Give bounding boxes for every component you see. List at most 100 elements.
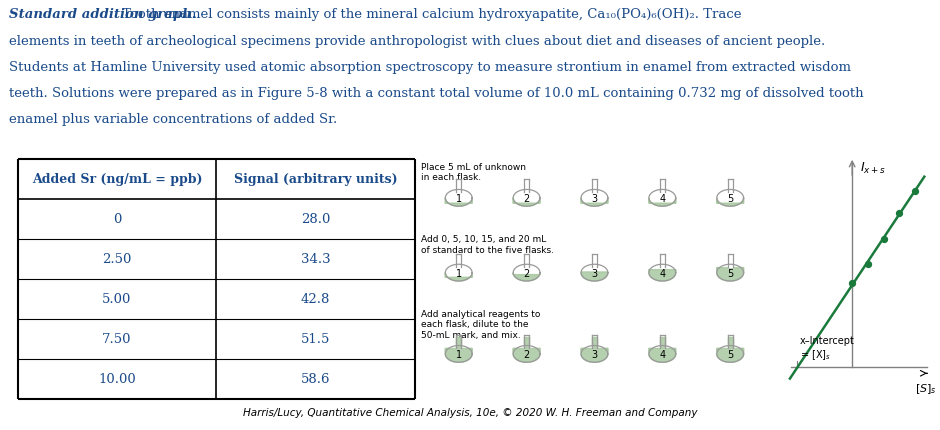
Text: 2: 2 bbox=[524, 350, 530, 360]
Text: 4: 4 bbox=[659, 269, 666, 279]
Text: 2: 2 bbox=[524, 269, 530, 279]
Polygon shape bbox=[456, 335, 462, 348]
Polygon shape bbox=[717, 348, 744, 362]
Polygon shape bbox=[728, 179, 733, 192]
Polygon shape bbox=[728, 254, 733, 267]
Polygon shape bbox=[581, 346, 608, 362]
Text: $I_{x+s}$: $I_{x+s}$ bbox=[860, 161, 885, 176]
Text: 34.3: 34.3 bbox=[301, 252, 330, 266]
Polygon shape bbox=[524, 179, 529, 192]
Text: 28.0: 28.0 bbox=[301, 212, 330, 226]
Polygon shape bbox=[446, 198, 472, 206]
Text: 1: 1 bbox=[456, 194, 462, 204]
Text: Added Sr (ng/mL = ppb): Added Sr (ng/mL = ppb) bbox=[32, 172, 202, 186]
Text: Add analytical reagents to
each flask, dilute to the
50-mL mark, and mix.: Add analytical reagents to each flask, d… bbox=[421, 310, 540, 340]
Polygon shape bbox=[649, 348, 676, 362]
Polygon shape bbox=[456, 179, 462, 192]
Polygon shape bbox=[717, 264, 744, 281]
Polygon shape bbox=[717, 198, 744, 206]
Text: 2.50: 2.50 bbox=[102, 252, 132, 266]
Polygon shape bbox=[513, 198, 540, 206]
Text: Add 0, 5, 10, 15, and 20 mL
of standard to the five flasks.: Add 0, 5, 10, 15, and 20 mL of standard … bbox=[421, 235, 555, 255]
Polygon shape bbox=[649, 270, 676, 281]
Text: 51.5: 51.5 bbox=[301, 332, 330, 346]
Text: 1: 1 bbox=[456, 350, 462, 360]
Polygon shape bbox=[728, 337, 733, 348]
Polygon shape bbox=[513, 198, 540, 206]
Polygon shape bbox=[649, 198, 676, 206]
Text: Harris/Lucy, Quantitative Chemical Analysis, 10e, © 2020 W. H. Freeman and Compa: Harris/Lucy, Quantitative Chemical Analy… bbox=[243, 408, 697, 418]
Polygon shape bbox=[592, 337, 597, 348]
Text: Signal (arbitrary units): Signal (arbitrary units) bbox=[234, 172, 398, 186]
Polygon shape bbox=[446, 273, 472, 281]
Text: 4: 4 bbox=[659, 194, 666, 204]
Polygon shape bbox=[649, 348, 676, 362]
Text: 5: 5 bbox=[727, 194, 733, 204]
Polygon shape bbox=[581, 272, 608, 281]
Text: 5: 5 bbox=[727, 350, 733, 360]
Polygon shape bbox=[660, 337, 665, 348]
Text: 5: 5 bbox=[727, 269, 733, 279]
Polygon shape bbox=[524, 335, 529, 348]
Polygon shape bbox=[524, 337, 529, 348]
Polygon shape bbox=[456, 337, 462, 348]
Polygon shape bbox=[456, 254, 462, 267]
Polygon shape bbox=[581, 198, 608, 206]
Polygon shape bbox=[446, 198, 472, 206]
Polygon shape bbox=[446, 348, 472, 362]
Text: 1: 1 bbox=[456, 269, 462, 279]
Text: 58.6: 58.6 bbox=[301, 372, 330, 386]
Polygon shape bbox=[649, 264, 676, 281]
Text: enamel plus variable concentrations of added Sr.: enamel plus variable concentrations of a… bbox=[9, 113, 337, 126]
Polygon shape bbox=[446, 264, 472, 281]
Polygon shape bbox=[446, 273, 472, 281]
Polygon shape bbox=[581, 272, 608, 281]
Polygon shape bbox=[728, 335, 733, 348]
Text: Students at Hamline University used atomic absorption spectroscopy to measure st: Students at Hamline University used atom… bbox=[9, 61, 852, 74]
Text: Standard addition graph.: Standard addition graph. bbox=[9, 9, 196, 22]
Polygon shape bbox=[524, 254, 529, 267]
Polygon shape bbox=[592, 254, 597, 267]
Point bbox=[845, 280, 860, 286]
Polygon shape bbox=[717, 348, 744, 362]
Polygon shape bbox=[581, 264, 608, 281]
Point bbox=[860, 261, 875, 267]
Polygon shape bbox=[513, 348, 540, 362]
Text: teeth. Solutions were prepared as in Figure 5-8 with a constant total volume of : teeth. Solutions were prepared as in Fig… bbox=[9, 87, 864, 100]
Polygon shape bbox=[592, 179, 597, 192]
Text: $[S]_s$: $[S]_s$ bbox=[916, 382, 937, 396]
Polygon shape bbox=[660, 337, 665, 348]
Polygon shape bbox=[728, 337, 733, 348]
Polygon shape bbox=[581, 198, 608, 206]
Polygon shape bbox=[446, 346, 472, 362]
Text: 3: 3 bbox=[591, 350, 598, 360]
Point bbox=[892, 209, 907, 216]
Point bbox=[907, 188, 922, 195]
Polygon shape bbox=[660, 335, 665, 348]
Polygon shape bbox=[524, 337, 529, 348]
Polygon shape bbox=[660, 254, 665, 267]
Point bbox=[876, 235, 891, 242]
Polygon shape bbox=[717, 190, 744, 206]
Polygon shape bbox=[513, 273, 540, 281]
Polygon shape bbox=[581, 348, 608, 362]
Polygon shape bbox=[513, 264, 540, 281]
Text: x–Intercept
= [X]$_s$: x–Intercept = [X]$_s$ bbox=[800, 336, 854, 362]
Text: 4: 4 bbox=[659, 350, 666, 360]
Text: 10.00: 10.00 bbox=[98, 372, 135, 386]
Polygon shape bbox=[513, 273, 540, 281]
Text: 42.8: 42.8 bbox=[301, 292, 330, 306]
Text: 5.00: 5.00 bbox=[102, 292, 132, 306]
Polygon shape bbox=[581, 348, 608, 362]
Polygon shape bbox=[592, 337, 597, 348]
Text: elements in teeth of archeological specimens provide anthropologist with clues a: elements in teeth of archeological speci… bbox=[9, 34, 825, 48]
Polygon shape bbox=[717, 198, 744, 206]
Polygon shape bbox=[581, 190, 608, 206]
Polygon shape bbox=[717, 346, 744, 362]
Polygon shape bbox=[513, 346, 540, 362]
Text: Place 5 mL of unknown
in each flask.: Place 5 mL of unknown in each flask. bbox=[421, 163, 526, 182]
Text: Tooth enamel consists mainly of the mineral calcium hydroxyapatite, Ca₁₀(PO₄)₆(O: Tooth enamel consists mainly of the mine… bbox=[118, 9, 742, 22]
Polygon shape bbox=[446, 348, 472, 362]
Polygon shape bbox=[649, 190, 676, 206]
Polygon shape bbox=[660, 179, 665, 192]
